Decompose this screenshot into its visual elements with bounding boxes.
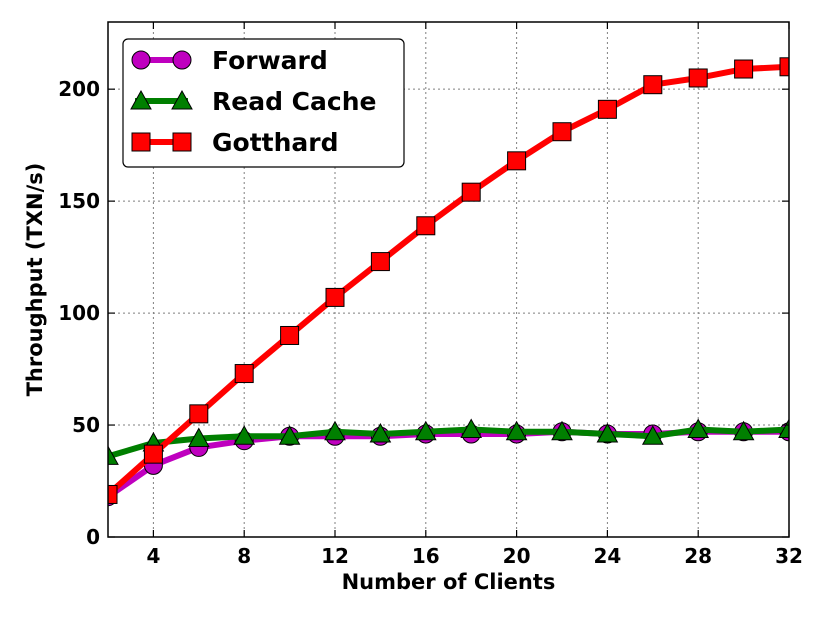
data-point-gotthard — [234, 364, 254, 384]
data-point-gotthard — [143, 444, 163, 464]
series-line-gotthard — [108, 63, 789, 497]
legend-box — [122, 38, 405, 168]
legend-marker-forward — [172, 50, 192, 70]
data-point-read-cache — [369, 422, 392, 443]
legend-marker-read-cache — [171, 89, 193, 110]
data-point-read-cache — [732, 420, 755, 441]
series-line-read-cache — [108, 426, 789, 460]
data-point-gotthard — [688, 68, 708, 88]
y-tick-label: 0 — [86, 525, 100, 549]
data-point-read-cache — [551, 420, 573, 441]
data-point-read-cache — [505, 420, 528, 441]
data-point-gotthard — [734, 59, 754, 79]
legend-item-read-cache: Read Cache — [130, 87, 376, 116]
data-point-gotthard — [108, 484, 118, 504]
data-point-read-cache — [414, 420, 437, 441]
series-read-cache — [108, 418, 789, 465]
data-point-read-cache — [278, 425, 301, 445]
data-point-read-cache — [641, 425, 664, 445]
data-point-gotthard — [416, 216, 436, 236]
data-point-gotthard — [280, 325, 300, 345]
data-point-read-cache — [233, 425, 256, 445]
data-point-read-cache — [187, 427, 210, 447]
y-tick-label: 100 — [58, 301, 100, 325]
legend: Forward Read Cache Gotthard — [122, 38, 405, 168]
series-gotthard — [108, 57, 789, 504]
legend-marker-read-cache — [130, 89, 152, 110]
data-point-gotthard — [370, 252, 390, 272]
data-point-gotthard — [779, 57, 789, 77]
y-tick-label: 50 — [72, 413, 100, 437]
series-line-forward — [108, 428, 789, 500]
plot-frame — [107, 21, 790, 538]
legend-marker-forward — [131, 50, 151, 70]
legend-label-read-cache: Read Cache — [212, 87, 376, 116]
ticks: 4 8 12 16 20 24 28 32 0 50 100 150 200 — [58, 22, 803, 568]
data-point-gotthard — [597, 99, 617, 119]
x-tick-label: 24 — [593, 544, 621, 568]
data-point-gotthard — [325, 287, 345, 307]
x-tick-label: 8 — [237, 544, 251, 568]
data-point-gotthard — [507, 151, 527, 171]
data-point-read-cache — [596, 422, 619, 443]
legend-label-gotthard: Gotthard — [212, 128, 339, 157]
legend-marker-gotthard — [172, 132, 192, 152]
y-tick-label: 150 — [58, 189, 100, 213]
x-tick-label: 32 — [775, 544, 803, 568]
x-tick-label: 4 — [146, 544, 160, 568]
data-point-read-cache — [324, 420, 346, 441]
x-axis-label: Number of Clients — [342, 570, 556, 594]
x-tick-label: 16 — [412, 544, 440, 568]
data-point-gotthard — [643, 75, 663, 95]
data-point-read-cache — [687, 418, 710, 439]
series-layer — [108, 57, 789, 507]
data-point-read-cache — [108, 445, 119, 465]
data-point-read-cache — [778, 418, 789, 439]
data-point-gotthard — [461, 182, 481, 202]
data-point-gotthard — [552, 122, 572, 142]
legend-marker-gotthard — [131, 132, 151, 152]
x-tick-label: 12 — [321, 544, 349, 568]
x-tick-label: 20 — [503, 544, 531, 568]
y-tick-label: 200 — [58, 77, 100, 101]
y-axis-label: Throughput (TXN/s) — [23, 163, 47, 397]
legend-item-gotthard: Gotthard — [131, 128, 339, 157]
legend-label-forward: Forward — [212, 46, 328, 75]
data-point-gotthard — [189, 404, 209, 424]
legend-item-forward: Forward — [131, 46, 328, 75]
data-point-read-cache — [460, 418, 483, 439]
x-tick-label: 28 — [684, 544, 712, 568]
